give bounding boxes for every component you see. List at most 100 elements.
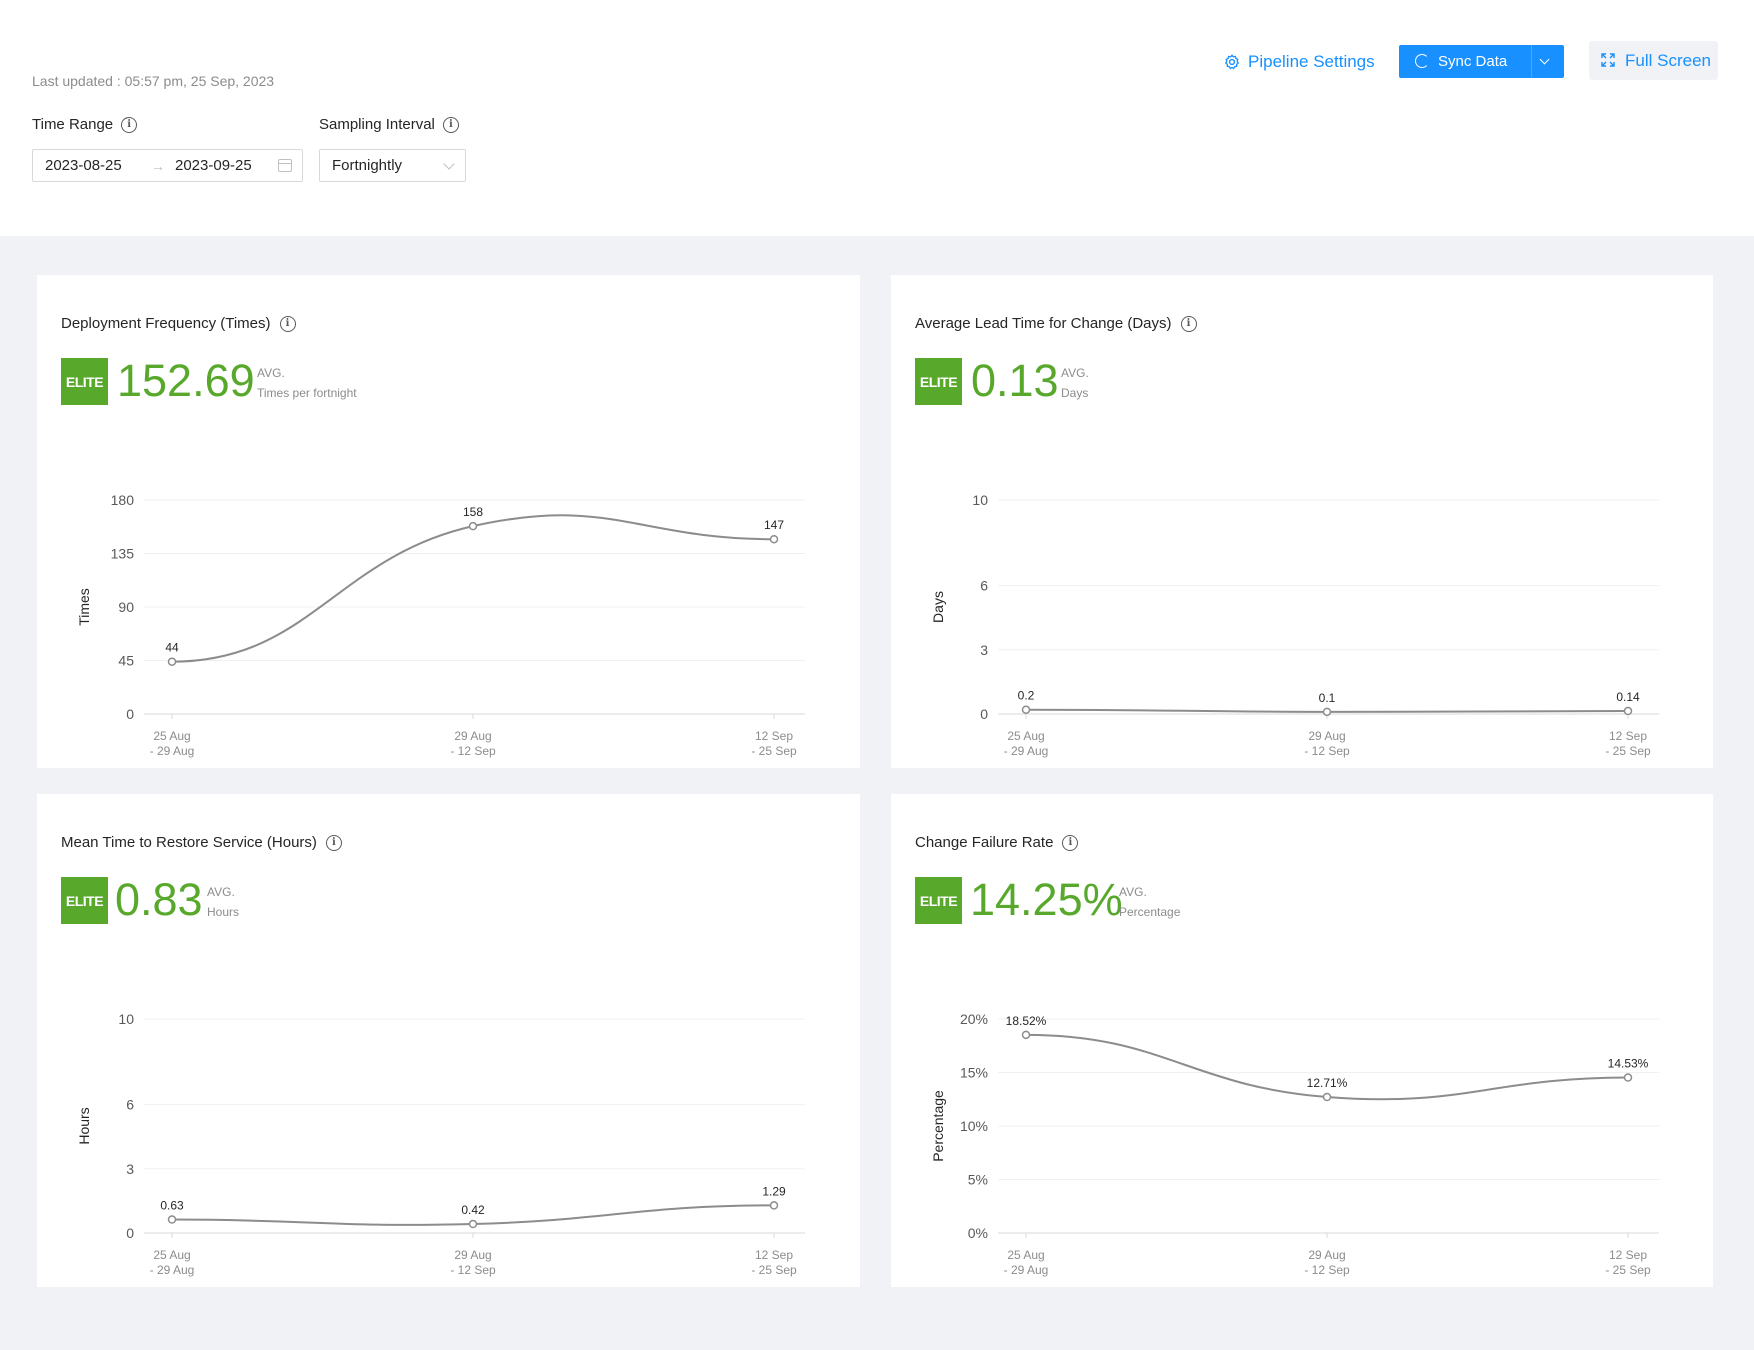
x-tick-label: 25 Aug (1007, 1248, 1044, 1262)
pipeline-settings-button[interactable]: Pipeline Settings (1224, 50, 1375, 74)
x-tick-label: 25 Aug (153, 1248, 190, 1262)
chevron-down-icon[interactable] (1539, 54, 1550, 65)
y-tick-label: 0 (126, 706, 134, 722)
info-icon[interactable]: i (279, 315, 296, 332)
data-label: 0.63 (160, 1199, 184, 1213)
card-title: Deployment Frequency (Times) i (61, 315, 296, 332)
y-tick-label: 10% (960, 1118, 988, 1134)
info-icon[interactable]: i (1062, 834, 1079, 851)
sampling-interval-label: Sampling Interval i (319, 116, 459, 133)
x-tick-label: - 29 Aug (150, 744, 195, 758)
avg-block: AVG. Times per fortnight (257, 363, 357, 403)
card-title: Average Lead Time for Change (Days) i (915, 315, 1197, 332)
line-chart: 0 3 6 10 Days 25 Aug- 29 Aug 29 Aug- 12 Sep 12 … (930, 492, 1659, 758)
card-title: Mean Time to Restore Service (Hours) i (61, 834, 342, 851)
y-tick-label: 6 (126, 1097, 134, 1113)
line-chart: 0 45 90 135 180 Times 25 Aug- 29 Aug 29 Aug- 12… (76, 492, 805, 758)
gear-icon (1225, 54, 1239, 70)
unit-label: Days (1061, 386, 1089, 400)
info-icon[interactable]: i (442, 116, 459, 133)
data-label: 12.71% (1307, 1076, 1348, 1090)
x-tick-label: 29 Aug (454, 729, 491, 743)
avg-block: AVG. Percentage (1119, 882, 1180, 922)
unit-label: Times per fortnight (257, 386, 357, 400)
data-label: 147 (764, 518, 784, 532)
x-tick-label: - 29 Aug (150, 1263, 195, 1277)
x-tick-label: - 25 Sep (1605, 1263, 1651, 1277)
y-tick-label: 5% (968, 1172, 988, 1188)
elite-badge: ELITE (61, 358, 108, 405)
full-screen-button[interactable]: Full Screen (1589, 41, 1718, 80)
info-icon[interactable]: i (325, 834, 342, 851)
metric-value: 14.25% (970, 874, 1123, 925)
header-bar: Last updated : 05:57 pm, 25 Sep, 2023 Ti… (0, 0, 1754, 236)
sampling-interval-value: Fortnightly (332, 157, 403, 174)
x-tick-label: - 29 Aug (1004, 744, 1049, 758)
y-axis-title: Percentage (930, 1090, 946, 1162)
x-tick-label: - 12 Sep (1304, 1263, 1350, 1277)
x-tick-label: - 12 Sep (1304, 744, 1350, 758)
button-divider (1531, 45, 1532, 78)
data-point (468, 1219, 478, 1229)
card-title-text: Mean Time to Restore Service (Hours) (61, 834, 317, 851)
avg-label: AVG. (1061, 366, 1089, 380)
y-tick-label: 10 (118, 1011, 134, 1027)
change-failure-rate-card: Change Failure Rate i ELITE 14.25% AVG. … (891, 794, 1713, 1287)
data-point (769, 534, 779, 544)
x-tick-label: 12 Sep (1609, 729, 1647, 743)
data-label: 0.2 (1018, 689, 1035, 703)
chevron-down-icon (443, 158, 455, 170)
y-tick-label: 10 (972, 492, 988, 508)
date-range-picker[interactable]: 2023-08-25 → 2023-09-25 (32, 149, 303, 182)
y-tick-label: 3 (980, 642, 988, 658)
y-axis-title: Times (76, 588, 92, 626)
y-tick-label: 15% (960, 1065, 988, 1081)
elite-badge: ELITE (61, 877, 108, 924)
card-title-text: Deployment Frequency (Times) (61, 315, 271, 332)
y-tick-label: 20% (960, 1011, 988, 1027)
y-tick-label: 90 (118, 599, 134, 615)
line-chart: 0 3 6 10 Hours 25 Aug- 29 Aug 29 Aug- 12 Sep 12… (76, 1011, 805, 1277)
pipeline-settings-label: Pipeline Settings (1248, 52, 1375, 71)
data-point (167, 657, 177, 666)
calendar-icon[interactable] (278, 159, 292, 172)
data-label: 44 (165, 641, 179, 655)
x-tick-label: 29 Aug (1308, 729, 1345, 743)
avg-block: AVG. Days (1061, 363, 1089, 403)
sync-data-button[interactable]: Sync Data (1399, 45, 1564, 78)
info-icon[interactable]: i (121, 116, 138, 133)
x-tick-label: 25 Aug (1007, 729, 1044, 743)
time-range-label: Time Range i (32, 116, 138, 133)
x-tick-label: - 25 Sep (751, 1263, 797, 1277)
x-tick-label: - 12 Sep (450, 1263, 496, 1277)
x-tick-label: 25 Aug (153, 729, 190, 743)
avg-block: AVG. Hours (207, 882, 239, 922)
y-axis-title: Days (930, 591, 946, 623)
sync-icon (1415, 54, 1429, 68)
date-start-input[interactable]: 2023-08-25 (45, 157, 122, 174)
data-label: 0.14 (1616, 690, 1640, 704)
x-tick-label: 12 Sep (755, 1248, 793, 1262)
x-tick-label: 12 Sep (755, 729, 793, 743)
sync-data-label: Sync Data (1438, 53, 1508, 70)
elite-badge: ELITE (915, 877, 962, 924)
card-title-text: Change Failure Rate (915, 834, 1054, 851)
x-tick-label: - 12 Sep (450, 744, 496, 758)
card-title-text: Average Lead Time for Change (Days) (915, 315, 1172, 332)
lead-time-card: Average Lead Time for Change (Days) i EL… (891, 275, 1713, 768)
card-title: Change Failure Rate i (915, 834, 1079, 851)
data-point (1021, 1030, 1031, 1040)
series-line (171, 514, 775, 663)
x-tick-label: - 29 Aug (1004, 1263, 1049, 1277)
data-label: 18.52% (1006, 1014, 1047, 1028)
date-end-input[interactable]: 2023-09-25 (175, 157, 252, 174)
data-label: 0.1 (1319, 691, 1336, 705)
y-tick-label: 3 (126, 1161, 134, 1177)
metric-value: 152.69 (117, 355, 255, 406)
full-screen-label: Full Screen (1625, 50, 1711, 70)
unit-label: Hours (207, 905, 240, 919)
x-tick-label: - 25 Sep (751, 744, 797, 758)
info-icon[interactable]: i (1180, 315, 1197, 332)
sampling-interval-select[interactable]: Fortnightly (319, 149, 466, 182)
y-tick-label: 180 (111, 492, 135, 508)
